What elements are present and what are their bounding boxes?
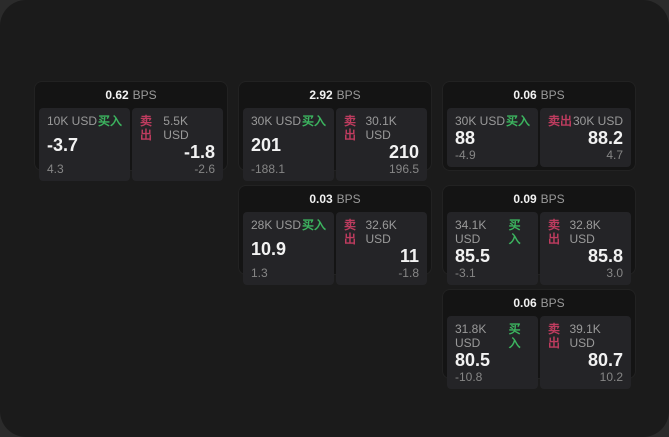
buy-amount: 30K USD [251, 114, 302, 128]
buy-price: 201 [251, 135, 282, 155]
buy-panel[interactable]: 34.1K USD 买入 85.5 -3.1 [447, 212, 538, 285]
quote-panels: 28K USD 买入 10.9 1.3 卖出 32.6K USD 11 -1.8 [239, 212, 431, 289]
buy-panel[interactable]: 10K USD 买入 -3.7 4.3 [39, 108, 130, 181]
bps-card: 0.06 BPS 31.8K USD 买入 80.5 -10.8 卖出 39.1… [443, 290, 635, 389]
sell-price: 88.2 [587, 128, 623, 148]
card-header: 0.09 BPS [443, 186, 635, 212]
bps-unit-label: BPS [540, 192, 565, 206]
sell-change: 10.2 [599, 370, 623, 384]
sell-amount: 32.6K USD [365, 218, 397, 246]
card-header: 0.06 BPS [443, 82, 635, 108]
buy-change: 1.3 [251, 266, 268, 280]
sell-label: 卖出 [344, 218, 357, 246]
quote-panels: 31.8K USD 买入 80.5 -10.8 卖出 39.1K USD 80.… [443, 316, 635, 393]
card-header: 0.03 BPS [239, 186, 431, 212]
buy-label: 买入 [508, 218, 521, 246]
bps-unit-label: BPS [336, 192, 361, 206]
bps-card: 0.06 BPS 30K USD 买入 88 -4.9 卖出 30K USD 8… [443, 82, 635, 170]
buy-label: 买入 [301, 114, 326, 128]
quote-panels: 10K USD 买入 -3.7 4.3 卖出 5.5K USD -1.8 -2.… [35, 108, 227, 185]
bps-card: 0.03 BPS 28K USD 买入 10.9 1.3 卖出 32.6K US… [239, 186, 431, 285]
sell-amount: 39.1K USD [569, 322, 601, 350]
bps-value: 0.62 [105, 88, 129, 102]
sell-amount: 32.8K USD [569, 218, 601, 246]
sell-panel[interactable]: 卖出 32.6K USD 11 -1.8 [336, 212, 427, 285]
bps-unit-label: BPS [336, 88, 361, 102]
buy-label: 买入 [508, 322, 521, 350]
buy-price: 80.5 [455, 350, 491, 370]
sell-change: -1.8 [398, 266, 419, 280]
buy-change: 4.3 [47, 162, 64, 176]
sell-label: 卖出 [344, 114, 357, 142]
quote-panels: 30K USD 买入 88 -4.9 卖出 30K USD 88.2 4.7 [443, 108, 635, 171]
bps-unit-label: BPS [132, 88, 157, 102]
sell-price: 85.8 [587, 246, 623, 266]
buy-price: 10.9 [251, 239, 287, 259]
buy-amount: 30K USD [455, 114, 506, 128]
quote-panels: 34.1K USD 买入 85.5 -3.1 卖出 32.8K USD 85.8… [443, 212, 635, 289]
sell-label: 卖出 [548, 114, 573, 128]
buy-change: -188.1 [251, 162, 286, 176]
bps-value: 0.06 [513, 296, 537, 310]
buy-amount: 34.1K USD [455, 218, 487, 246]
buy-amount: 28K USD [251, 218, 302, 232]
card-header: 2.92 BPS [239, 82, 431, 108]
buy-price: -3.7 [47, 135, 79, 155]
sell-label: 卖出 [140, 114, 153, 142]
bps-card: 0.62 BPS 10K USD 买入 -3.7 4.3 卖出 5.5K USD… [35, 82, 227, 181]
bps-value: 2.92 [309, 88, 333, 102]
sell-price: 80.7 [587, 350, 623, 370]
bps-unit-label: BPS [540, 296, 565, 310]
sell-label: 卖出 [548, 322, 561, 350]
bps-value: 0.03 [309, 192, 333, 206]
buy-label: 买入 [301, 218, 326, 232]
sell-change: -2.6 [194, 162, 215, 176]
sell-change: 3.0 [606, 266, 623, 280]
buy-panel[interactable]: 28K USD 买入 10.9 1.3 [243, 212, 334, 285]
bps-unit-label: BPS [540, 88, 565, 102]
sell-panel[interactable]: 卖出 39.1K USD 80.7 10.2 [540, 316, 631, 389]
bps-value: 0.09 [513, 192, 537, 206]
quote-panels: 30K USD 买入 201 -188.1 卖出 30.1K USD 210 1… [239, 108, 431, 185]
sell-price: -1.8 [183, 142, 215, 162]
sell-panel[interactable]: 卖出 5.5K USD -1.8 -2.6 [132, 108, 223, 181]
sell-change: 4.7 [606, 148, 623, 162]
bps-card: 0.09 BPS 34.1K USD 买入 85.5 -3.1 卖出 32.8K… [443, 186, 635, 285]
buy-panel[interactable]: 30K USD 买入 201 -188.1 [243, 108, 334, 181]
buy-price: 88 [455, 128, 476, 148]
sell-panel[interactable]: 卖出 30.1K USD 210 196.5 [336, 108, 427, 181]
card-header: 0.62 BPS [35, 82, 227, 108]
buy-change: -4.9 [455, 148, 476, 162]
buy-amount: 10K USD [47, 114, 98, 128]
buy-panel[interactable]: 31.8K USD 买入 80.5 -10.8 [447, 316, 538, 389]
card-header: 0.06 BPS [443, 290, 635, 316]
bps-card: 2.92 BPS 30K USD 买入 201 -188.1 卖出 30.1K … [239, 82, 431, 181]
buy-change: -3.1 [455, 266, 476, 280]
buy-change: -10.8 [455, 370, 483, 384]
sell-price: 210 [388, 142, 419, 162]
bps-value: 0.06 [513, 88, 537, 102]
sell-change: 196.5 [388, 162, 419, 176]
buy-panel[interactable]: 30K USD 买入 88 -4.9 [447, 108, 538, 167]
sell-panel[interactable]: 卖出 32.8K USD 85.8 3.0 [540, 212, 631, 285]
sell-panel[interactable]: 卖出 30K USD 88.2 4.7 [540, 108, 631, 167]
buy-label: 买入 [505, 114, 530, 128]
sell-amount: 30K USD [572, 114, 623, 128]
buy-price: 85.5 [455, 246, 491, 266]
buy-amount: 31.8K USD [455, 322, 487, 350]
sell-amount: 5.5K USD [163, 114, 189, 142]
sell-label: 卖出 [548, 218, 561, 246]
sell-price: 11 [399, 246, 419, 266]
buy-label: 买入 [97, 114, 122, 128]
sell-amount: 30.1K USD [365, 114, 397, 142]
